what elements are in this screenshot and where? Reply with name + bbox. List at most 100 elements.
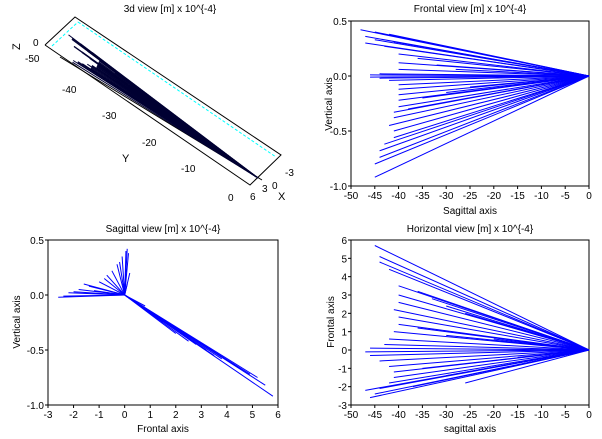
frontal-xtick-label: -25 xyxy=(463,191,478,202)
sagittal-data-line xyxy=(121,256,126,296)
sagittal-data-line xyxy=(73,291,125,296)
horizontal-ytick-label: 0 xyxy=(341,346,347,357)
horizontal-ytick-label: 3 xyxy=(341,291,347,302)
sagittal-data-line xyxy=(124,294,177,334)
horizontal-data-line xyxy=(379,349,590,362)
frontal-data-line xyxy=(393,75,590,119)
frontal-data-line xyxy=(388,75,590,126)
horizontal-data-line xyxy=(446,349,590,377)
horizontal-ytick-label: 1 xyxy=(341,328,347,339)
frontal-xlabel: Sagittal axis xyxy=(443,206,497,217)
frontal-xtick-label: -20 xyxy=(487,191,502,202)
box-3d-accent-top xyxy=(77,21,277,158)
horizontal-series xyxy=(365,245,590,399)
frontal-data-line xyxy=(469,75,590,88)
x3d-axis-label: X xyxy=(278,191,286,203)
x3d-tick-3: 3 xyxy=(262,184,268,195)
horizontal-ytick-label: -2 xyxy=(338,383,347,394)
x3d-tick-6: 6 xyxy=(250,192,256,203)
sagittal-ytick-label: 0.5 xyxy=(30,236,44,247)
sagittal-data-line xyxy=(63,294,125,297)
sagittal-data-line xyxy=(106,274,126,296)
sagittal-xtick-label: -3 xyxy=(44,410,53,421)
sagittal-data-line xyxy=(103,278,125,296)
horizontal-data-line xyxy=(389,349,590,367)
sagittal-xtick-label: 1 xyxy=(147,410,153,421)
y3d-axis-label: Y xyxy=(122,153,130,165)
box-3d xyxy=(44,16,282,186)
frontal-ytick-label: -1.0 xyxy=(330,182,348,193)
horizontal-xtick-label: -45 xyxy=(368,410,383,421)
horizontal-data-line xyxy=(370,347,590,351)
sagittal-xtick-label: -2 xyxy=(69,410,78,421)
sagittal-data-line xyxy=(119,261,126,296)
horizontal-ytick-label: 5 xyxy=(341,254,347,265)
frontal-data-line xyxy=(408,75,590,110)
view3d-data-line xyxy=(146,96,259,179)
horizontal-xtick-label: -25 xyxy=(463,410,478,421)
horizontal-xtick-label: -20 xyxy=(487,410,502,421)
series-3d xyxy=(68,34,259,179)
frontal-data-line xyxy=(417,57,590,77)
frontal-title: Frontal view [m] x 10^{-4} xyxy=(414,4,527,15)
frontal-xtick-label: -45 xyxy=(368,191,383,202)
sagittal-xtick-label: 3 xyxy=(199,410,205,421)
horizontal-data-line xyxy=(365,349,590,353)
panel-3d-view: 3d view [m] x 10^{-4} 0 -50 Z -40 -30 -2… xyxy=(11,4,294,204)
sagittal-ytick-label: -0.5 xyxy=(27,346,45,357)
panel-sagittal-view: Sagittal view [m] x 10^{-4} -3 -2 -1 0 1 2 3 4 5… xyxy=(12,224,281,435)
horizontal-data-line xyxy=(465,349,590,384)
horizontal-ytick-label: 6 xyxy=(341,236,347,247)
horizontal-ticks: -50 -45 -40 -35 -30 -25 -20 -15 -10 -5 0-3-2-10123… xyxy=(338,236,592,421)
horizontal-xtick-label: -10 xyxy=(534,410,549,421)
sagittal-data-line xyxy=(111,270,126,296)
horizontal-ylabel: Frontal axis xyxy=(326,296,337,348)
sagittal-data-line xyxy=(93,290,125,296)
horizontal-title: Horizontal view [m] x 10^{-4} xyxy=(407,224,534,235)
sagittal-xlabel: Frontal axis xyxy=(137,424,189,435)
sagittal-data-line xyxy=(124,283,128,296)
sagittal-ylabel: Vertical axis xyxy=(12,295,23,348)
frontal-data-line xyxy=(374,75,590,165)
z-tick-0: 0 xyxy=(33,38,39,49)
horizontal-data-line xyxy=(379,261,590,351)
frontal-xtick-label: -10 xyxy=(534,191,549,202)
panel-frontal-view: Frontal view [m] x 10^{-4} -50 -45 -40 -35-… xyxy=(324,4,592,217)
horizontal-data-line xyxy=(393,349,590,378)
sagittal-series xyxy=(58,248,274,397)
horizontal-ytick-label: -1 xyxy=(338,364,347,375)
frontal-data-line xyxy=(393,41,590,77)
horizontal-data-line xyxy=(398,316,590,351)
sagittal-xtick-label: 2 xyxy=(173,410,179,421)
horizontal-data-line xyxy=(517,349,590,358)
frontal-series xyxy=(360,29,590,178)
horizontal-data-line xyxy=(388,268,590,351)
frontal-data-line xyxy=(393,75,590,139)
sagittal-data-line xyxy=(83,283,125,296)
horizontal-xtick-label: -50 xyxy=(344,410,359,421)
y3d-tick-neg20: -20 xyxy=(142,138,157,149)
horizontal-xtick-label: -30 xyxy=(439,410,454,421)
sagittal-data-line xyxy=(124,250,127,296)
horizontal-data-line xyxy=(389,338,590,351)
horizontal-data-line xyxy=(370,349,590,356)
frontal-ylabel: Vertical axis xyxy=(324,77,335,130)
y3d-tick-neg30: -30 xyxy=(102,111,117,122)
x3d-tick-0: 0 xyxy=(272,181,278,192)
x3d-tick-neg3: -3 xyxy=(285,168,294,179)
sagittal-data-line xyxy=(98,281,125,296)
frontal-data-line xyxy=(379,75,590,152)
frontal-ytick-label: 0.5 xyxy=(333,17,347,28)
frontal-data-line xyxy=(398,75,590,108)
horizontal-ytick-label: 4 xyxy=(341,273,347,284)
frontal-data-line xyxy=(446,75,590,93)
sagittal-ticks: -3 -2 -1 0 1 2 3 4 5 6 -1.0 -0.5 0.0 0.5 xyxy=(27,236,281,421)
frontal-data-line xyxy=(379,75,590,158)
y3d-tick-neg40: -40 xyxy=(62,85,77,96)
frontal-data-line xyxy=(393,75,590,132)
horizontal-ytick-label: -3 xyxy=(338,401,347,412)
frontal-xtick-label: -30 xyxy=(439,191,454,202)
frontal-data-line xyxy=(388,33,590,77)
sagittal-ytick-label: 0.0 xyxy=(30,291,44,302)
